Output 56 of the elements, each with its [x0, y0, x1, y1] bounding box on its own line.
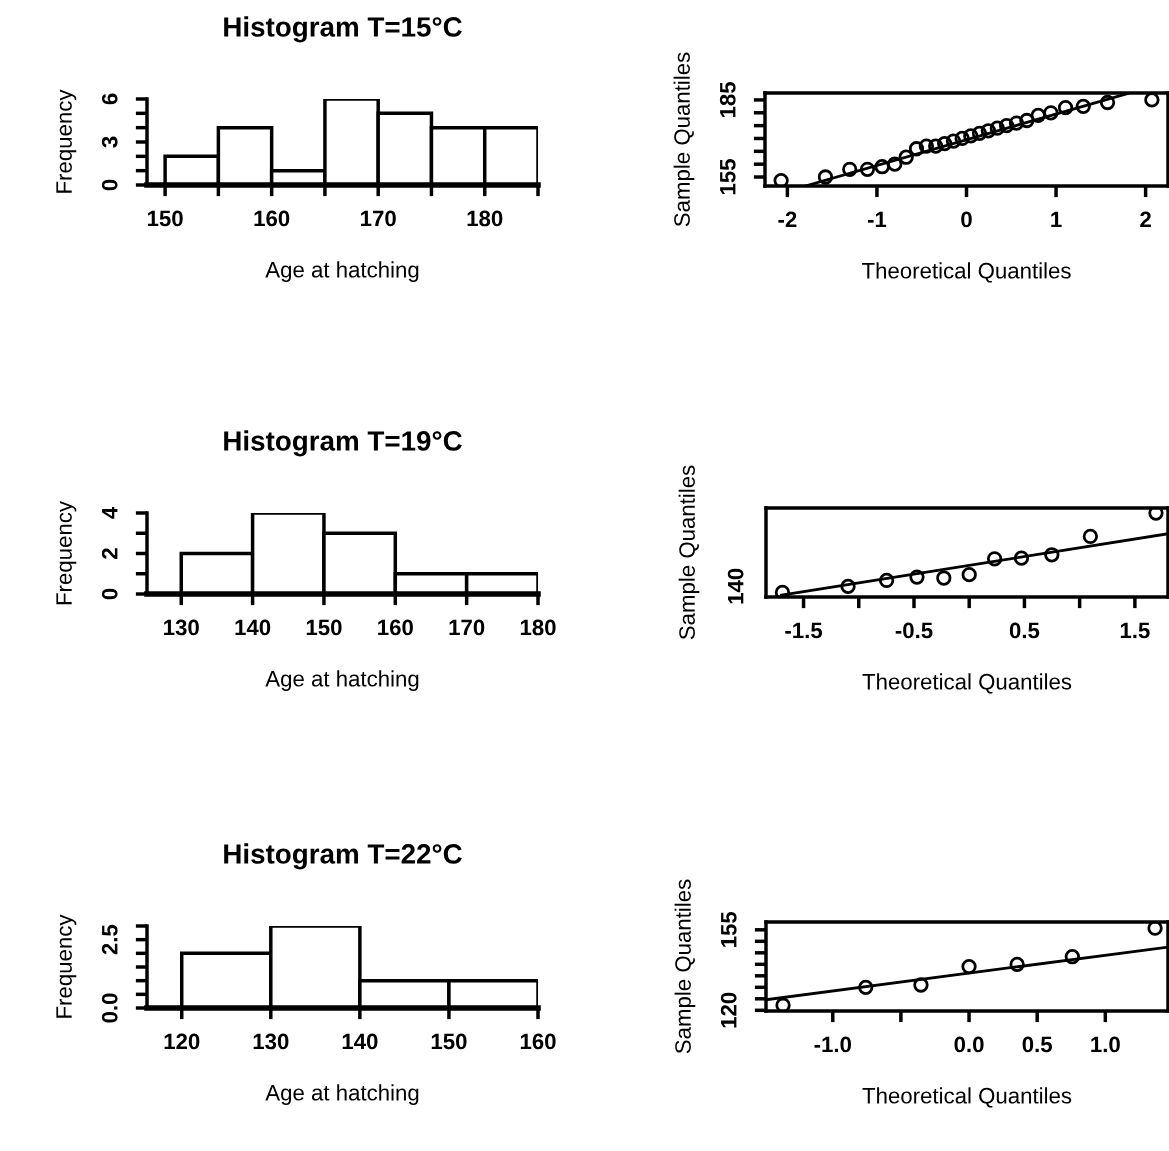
x-tick-label: 120	[164, 1033, 200, 1050]
x-tick-label: 140	[235, 619, 271, 636]
x-tick-label: 160	[254, 210, 290, 227]
x-tick-label: -1.0	[814, 1036, 852, 1053]
y-tick-label: 2	[101, 548, 118, 559]
x-tick-label: 180	[520, 619, 556, 636]
x-tick-label: 0	[961, 211, 972, 228]
chart-title: Histogram T=15°C	[224, 16, 462, 43]
y-tick-label: 0.0	[101, 993, 118, 1023]
x-tick-label: 130	[253, 1033, 289, 1050]
y-tick-label: 2.5	[101, 924, 118, 955]
x-tick-label: -2	[778, 211, 797, 228]
y-tick-label: 120	[720, 992, 737, 1028]
y-tick-label: 3	[101, 136, 118, 148]
x-tick-label: 150	[306, 619, 342, 636]
y-tick-label: 6	[101, 93, 118, 105]
x-tick-label: 2	[1140, 211, 1151, 228]
x-tick-label: 170	[449, 619, 485, 636]
y-tick-label: 155	[720, 159, 736, 195]
x-axis-title: Age at hatching	[265, 1084, 419, 1105]
chart-title: Histogram T=19°C	[224, 430, 462, 457]
x-tick-label: 140	[342, 1033, 378, 1050]
x-tick-label: 160	[520, 1033, 556, 1050]
x-tick-label: -0.5	[895, 622, 933, 639]
y-axis-title: Sample Quantiles	[674, 879, 696, 1054]
x-tick-label: 0.5	[1022, 1036, 1053, 1053]
y-tick-label: 4	[102, 506, 118, 519]
x-axis-title: Theoretical Quantiles	[862, 673, 1072, 694]
text: 140	[727, 568, 744, 604]
y-tick-label: 0	[101, 588, 118, 600]
x-tick-label: 0.5	[1009, 622, 1040, 639]
x-tick-label: 180	[467, 210, 503, 227]
y-axis-title: Frequency	[56, 914, 77, 1018]
y-axis-title: Sample Quantiles	[678, 465, 700, 640]
x-axis-title: Theoretical Quantiles	[862, 262, 1071, 283]
y-tick-label: 185	[719, 82, 736, 118]
x-tick-label: 1	[1051, 211, 1062, 228]
y-axis-title: Frequency	[56, 89, 77, 193]
x-tick-label: 1.0	[1091, 1036, 1120, 1053]
x-tick-label: 170	[361, 210, 396, 227]
x-axis-title: Age at hatching	[265, 261, 419, 282]
x-tick-label: 150	[431, 1033, 467, 1050]
x-tick-label: 150	[147, 210, 183, 227]
y-axis-title: Sample Quantiles	[673, 52, 695, 227]
x-axis-title: Theoretical Quantiles	[862, 1087, 1072, 1108]
y-axis-title: Frequency	[56, 501, 77, 605]
y-tick-label: 155	[721, 911, 737, 947]
x-tick-label: 0.0	[954, 1036, 984, 1053]
x-tick-label: 130	[164, 619, 199, 636]
y-tick-label: 0	[101, 179, 118, 191]
x-tick-label: 160	[378, 619, 413, 636]
x-axis-title: Age at hatching	[265, 670, 419, 691]
x-tick-label: 1.5	[1120, 622, 1150, 639]
chart-title: Histogram T=22°C	[224, 843, 462, 870]
x-tick-label: -1.5	[785, 622, 823, 639]
x-tick-label: -1	[867, 211, 887, 228]
